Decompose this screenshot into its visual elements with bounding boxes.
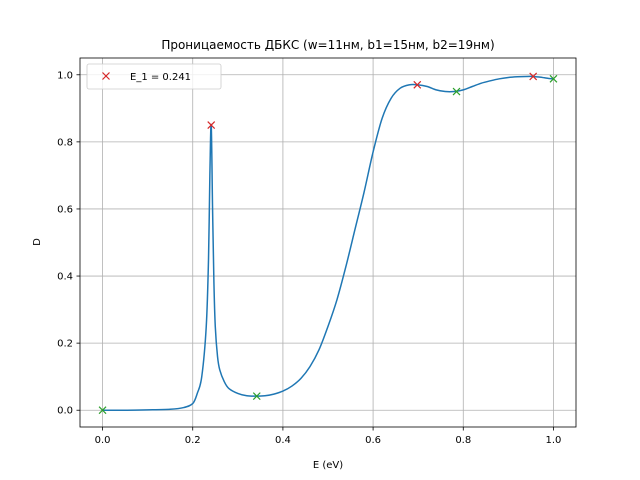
plot-frame xyxy=(79,57,577,428)
y-tick-label: 1.0 xyxy=(57,70,73,81)
y-tick-label: 0.6 xyxy=(57,204,73,215)
y-tick-label: 0.0 xyxy=(57,406,73,417)
transmission-curve xyxy=(102,75,554,412)
x-tick-label: 1.0 xyxy=(546,435,562,446)
chart-title: Проницаемость ДБКС (w=11нм, b1=15нм, b2=… xyxy=(161,38,494,52)
maximum-marker xyxy=(413,80,422,89)
y-axis-label: D xyxy=(32,238,43,246)
maximum-marker xyxy=(529,72,538,81)
grid xyxy=(80,58,576,427)
y-tick-label: 0.4 xyxy=(57,272,73,283)
y-tick-label: 0.2 xyxy=(57,339,73,350)
x-tick-label: 0.8 xyxy=(455,435,471,446)
legend-label: E_1 = 0.241 xyxy=(130,72,191,83)
maximum-marker xyxy=(207,121,216,130)
minimum-marker xyxy=(452,87,461,96)
minimum-marker xyxy=(252,392,261,401)
legend-box xyxy=(86,63,222,90)
legend-marker xyxy=(102,72,110,80)
x-tick-label: 0.4 xyxy=(275,435,291,446)
data-layer xyxy=(98,72,558,415)
x-tick-label: 0.2 xyxy=(185,435,201,446)
y-tick-label: 0.8 xyxy=(57,137,73,148)
x-axis-label: E (eV) xyxy=(313,460,343,471)
x-tick-label: 0.0 xyxy=(95,435,111,446)
x-tick-label: 0.6 xyxy=(365,435,381,446)
ticks: 0.0 0.2 0.4 0.6 0.8 1.0 0.0 0.2 0.4 0.6 0.8 1.0 xyxy=(57,70,561,446)
legend-marker-x xyxy=(102,72,110,80)
minimum-marker xyxy=(549,74,558,83)
minimum-marker xyxy=(98,406,107,415)
legend: E_1 = 0.241 xyxy=(86,63,222,90)
